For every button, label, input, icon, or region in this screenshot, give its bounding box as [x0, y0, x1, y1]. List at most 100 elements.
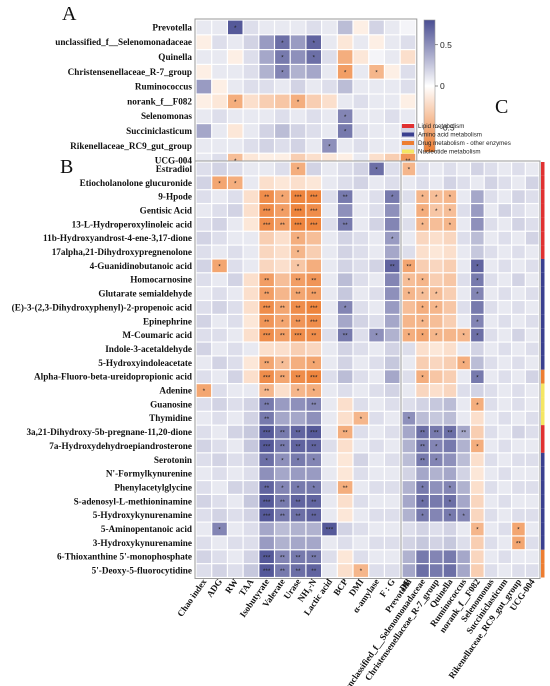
cell-b-19-5 — [275, 425, 290, 439]
cell-c-10-3 — [443, 301, 457, 314]
pathway-bar-segment — [541, 300, 545, 315]
cell-c-23-8 — [512, 481, 525, 494]
cell-b-1-4 — [259, 176, 274, 190]
cell-b-28-7 — [306, 550, 321, 564]
cell-c-27-0 — [402, 536, 416, 550]
cell-a-8-2 — [228, 139, 243, 153]
cell-a-6-2 — [228, 109, 243, 123]
row-label-5-hydroxyindoleacetate: 5-Hydroxyindoleacetate — [98, 358, 192, 368]
cell-b-16-11 — [369, 384, 384, 397]
cell-c-12-7 — [498, 328, 511, 342]
cell-b-27-12 — [385, 536, 400, 550]
cell-c-19-4 — [457, 425, 470, 439]
cell-a-0-10 — [353, 20, 369, 35]
cell-b-2-6 — [290, 190, 306, 203]
cell-b-28-1 — [212, 550, 227, 564]
pathway-bar-segment — [541, 369, 545, 384]
significance-mark: * — [281, 69, 284, 76]
cell-b-11-6 — [290, 314, 306, 328]
cell-c-9-7 — [498, 287, 511, 300]
pathway-bar-segment — [541, 258, 545, 273]
cell-b-1-1 — [212, 176, 227, 190]
cell-c-4-1 — [416, 218, 429, 231]
cell-b-3-2 — [228, 204, 243, 217]
cell-a-7-1 — [212, 124, 227, 138]
cell-b-19-11 — [369, 425, 384, 439]
significance-mark: *** — [263, 305, 271, 312]
significance-mark: * — [476, 527, 479, 534]
cell-c-13-8 — [512, 342, 525, 356]
cell-b-24-11 — [369, 495, 384, 508]
row-label-succiniclasticum: Succiniclasticum — [126, 126, 192, 136]
pathway-bar-segment — [541, 411, 545, 426]
cell-b-17-8 — [322, 398, 337, 411]
cell-b-4-10 — [353, 218, 369, 231]
significance-mark: ** — [311, 513, 317, 520]
cell-b-8-12 — [385, 273, 400, 287]
cell-b-7-5 — [275, 259, 290, 273]
cell-a-0-0 — [196, 20, 212, 35]
cell-c-12-5 — [471, 328, 484, 342]
cell-c-18-9 — [525, 411, 539, 425]
significance-mark: ** — [296, 568, 302, 575]
significance-mark: ** — [296, 374, 302, 381]
cell-b-16-8 — [322, 384, 337, 397]
significance-mark: * — [360, 568, 363, 575]
cell-b-13-9 — [337, 342, 353, 356]
cell-b-27-6 — [290, 536, 306, 550]
cell-b-2-10 — [353, 190, 369, 203]
cell-a-5-13 — [400, 94, 416, 109]
cell-b-23-8 — [322, 481, 337, 494]
cell-b-11-2 — [228, 314, 243, 328]
cell-b-3-11 — [369, 204, 384, 217]
cell-b-5-2 — [228, 231, 243, 245]
cell-c-16-1 — [416, 384, 429, 397]
cell-c-22-1 — [416, 467, 429, 480]
cell-b-25-11 — [369, 508, 384, 522]
cell-b-26-3 — [243, 522, 259, 536]
cell-c-17-9 — [525, 398, 539, 411]
cell-c-26-3 — [443, 522, 457, 536]
cell-b-12-10 — [353, 328, 369, 342]
cell-b-2-1 — [212, 190, 227, 203]
cell-c-13-5 — [471, 342, 484, 356]
cell-c-20-8 — [512, 439, 525, 453]
cell-b-26-0 — [196, 522, 212, 536]
cell-b-26-10 — [353, 522, 369, 536]
row-label-phenylacetylglycine: Phenylacetylglycine — [114, 482, 192, 492]
cell-c-1-6 — [484, 176, 498, 190]
cell-c-2-1 — [416, 190, 429, 203]
cell-c-15-4 — [457, 370, 470, 383]
significance-mark: * — [297, 263, 300, 270]
cell-a-4-12 — [385, 79, 400, 94]
row-label-glutarate-semialdehyde: Glutarate semialdehyde — [98, 289, 192, 299]
cell-c-27-7 — [498, 536, 511, 550]
significance-mark: *** — [263, 222, 271, 229]
cell-c-12-2 — [430, 328, 443, 342]
cell-c-25-4 — [457, 508, 470, 522]
cell-b-5-4 — [259, 231, 274, 245]
cell-a-4-4 — [259, 79, 274, 94]
cell-c-5-0 — [402, 231, 416, 245]
cell-c-1-1 — [416, 176, 429, 190]
cell-b-4-11 — [369, 218, 384, 231]
cell-b-21-0 — [196, 453, 212, 467]
significance-mark: * — [408, 416, 411, 423]
panel-b: * ** *** * *** *** ** **** * *** ****** ** *** *** ***… — [12, 160, 418, 619]
cell-b-14-0 — [196, 356, 212, 370]
cell-b-25-0 — [196, 508, 212, 522]
cell-b-16-0 — [196, 384, 212, 397]
significance-mark: * — [421, 222, 424, 229]
cell-b-10-7 — [306, 301, 321, 314]
cell-b-12-2 — [228, 328, 243, 342]
cell-c-10-8 — [512, 301, 525, 314]
cell-b-19-0 — [196, 425, 212, 439]
cell-c-11-5 — [471, 314, 484, 328]
legend-swatch-nucleotide-metabolism — [402, 149, 414, 154]
cell-b-6-1 — [212, 245, 227, 259]
cell-c-17-5 — [471, 398, 484, 411]
cell-a-1-5 — [275, 35, 290, 49]
cell-c-25-5 — [471, 508, 484, 522]
cell-b-5-12 — [385, 231, 400, 245]
cell-c-16-6 — [484, 384, 498, 397]
